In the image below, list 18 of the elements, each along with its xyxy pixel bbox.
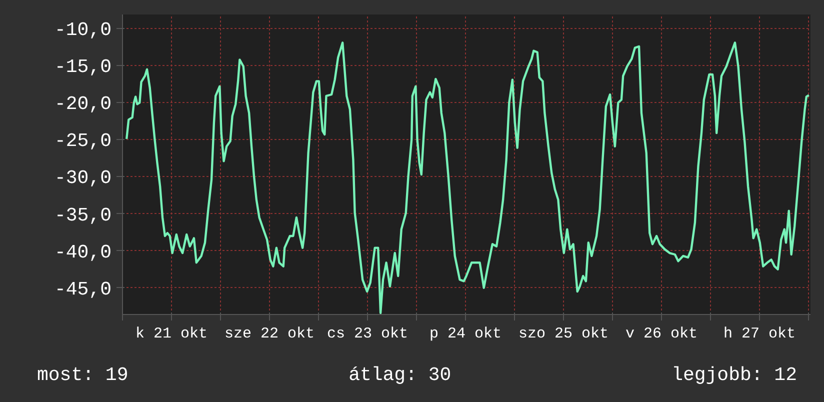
y-tick-label: -45,0 [54,278,112,300]
text: átlag: 30 [348,363,452,388]
y-tick-label: -15,0 [54,56,112,78]
y-tick-label: -20,0 [54,93,112,116]
y-tick-label: -35,0 [54,204,112,226]
x-tick-label: k 21 okt [135,326,208,342]
x-tick-label: sze 22 okt [224,326,314,342]
x-tick-label: v 26 okt [625,326,698,342]
x-tick-label: szo 25 okt [518,326,608,342]
text: legjobb: 12 [672,363,797,388]
y-tick-label: -40,0 [54,241,112,264]
x-tick-label: cs 23 okt [326,326,408,342]
x-tick-label: h 27 okt [723,326,796,342]
text: most: 19 [37,363,128,388]
y-tick-label: -10,0 [54,19,112,42]
y-tick-label: -25,0 [54,130,112,152]
x-tick-label: p 24 okt [429,326,502,342]
y-tick-label: -30,0 [54,167,112,190]
